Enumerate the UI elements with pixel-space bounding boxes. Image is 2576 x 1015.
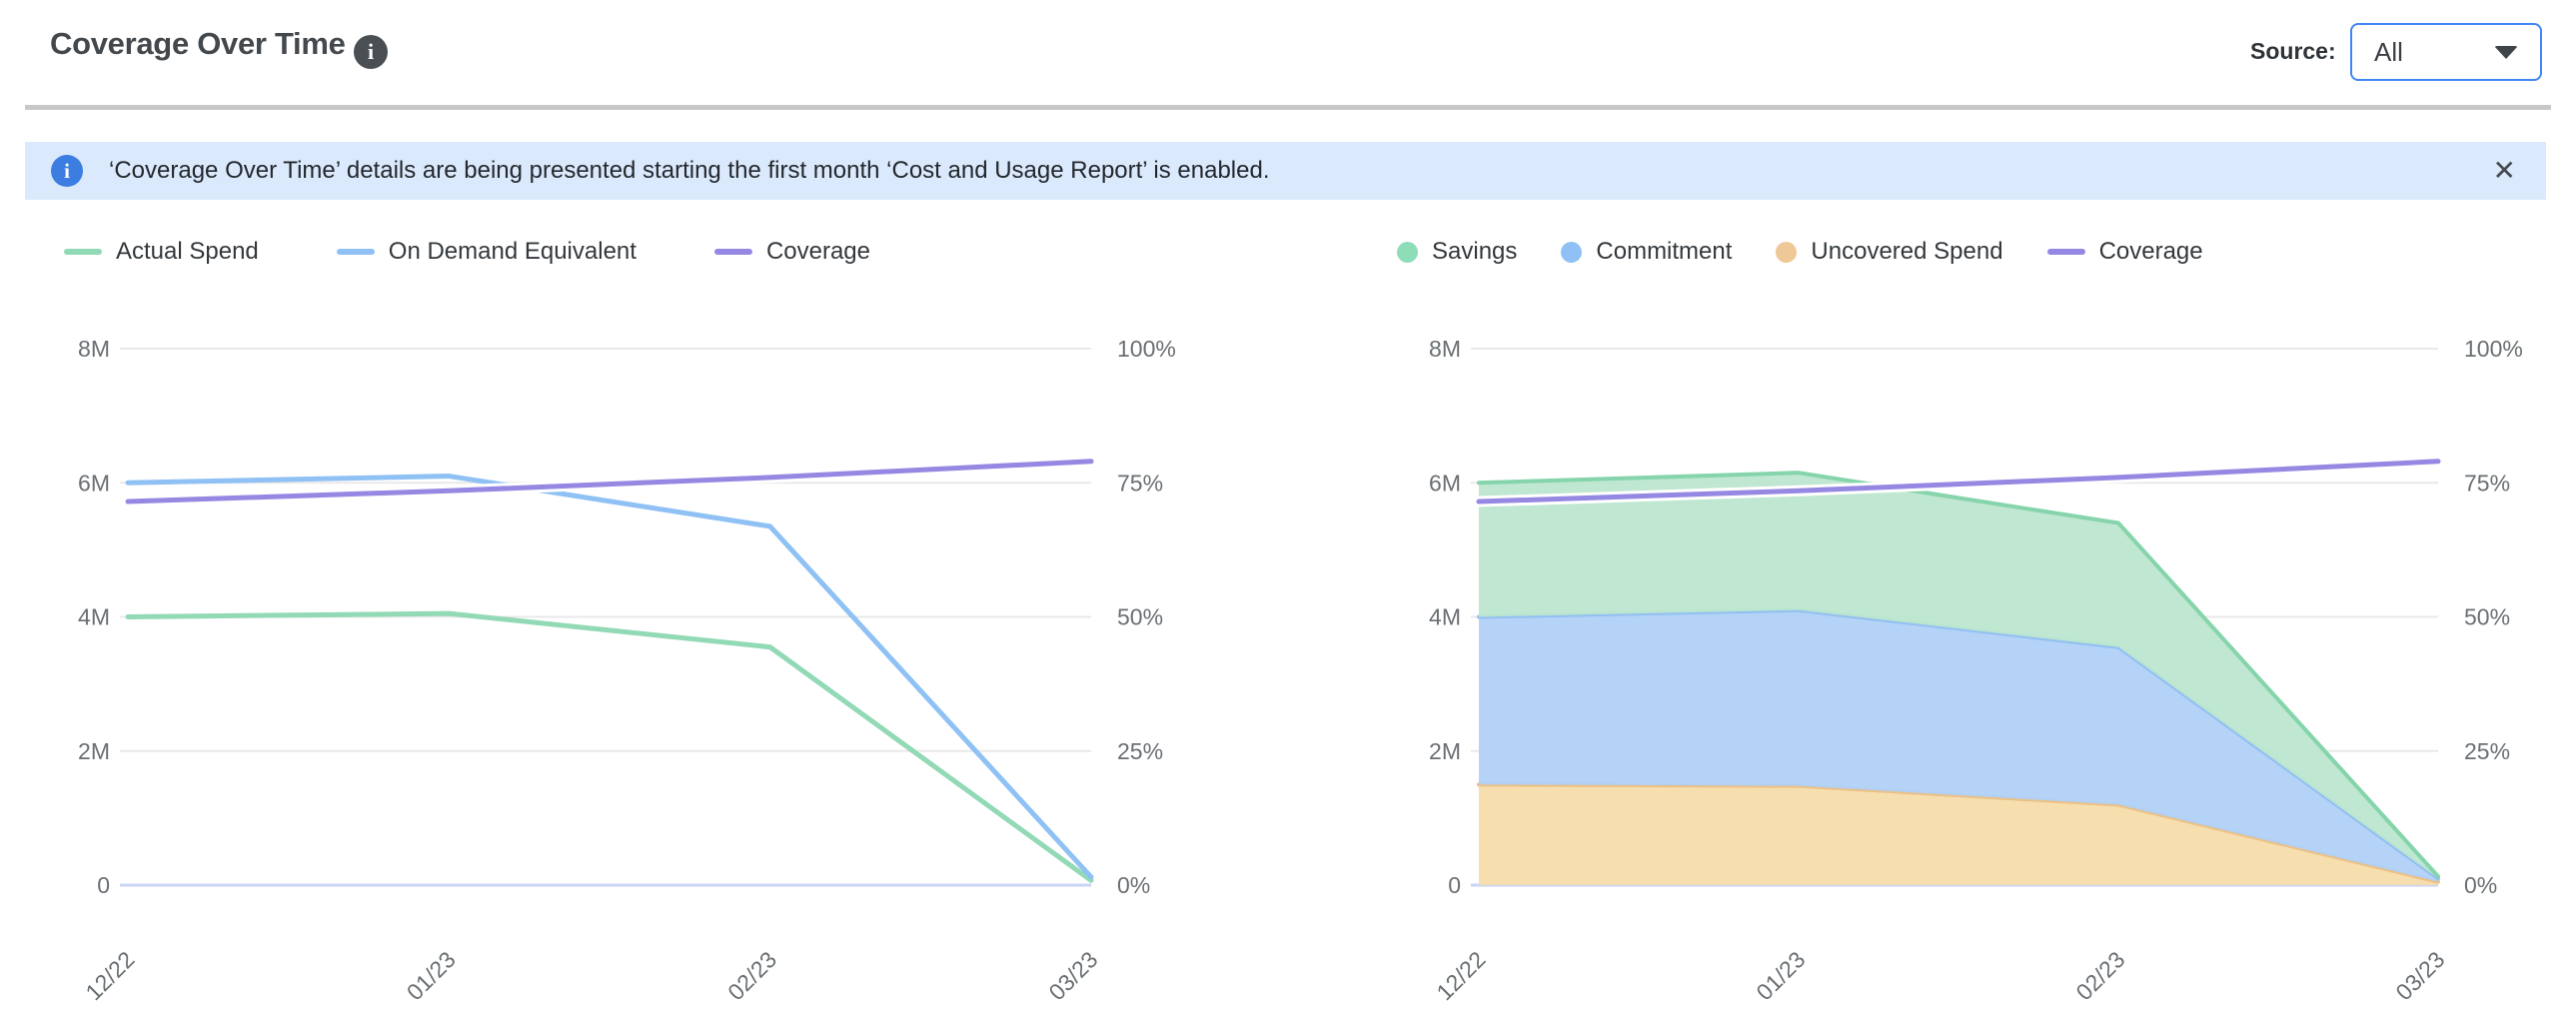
x-tick: 01/23 [402,946,461,1005]
source-dropdown[interactable]: All [2350,23,2542,81]
info-banner-text: ‘Coverage Over Time’ details are being p… [109,157,2489,185]
savings-stack-chart[interactable]: 8M 100% 6M 75% 4M 50% 2M 25% 0 0% 12/22 01/23 02/23 0… [1381,336,2576,1007]
legend-item-actual-spend[interactable]: Actual Spend [64,238,259,266]
y-left-tick: 0 [1448,872,1461,898]
circle-swatch-icon [1397,242,1418,263]
spend-lines-chart[interactable]: 8M 100% 6M 75% 4M 50% 2M 25% 0 0% 12/22 01/23 02/23 0… [30,336,1279,1007]
x-tick: 03/23 [2390,946,2449,1005]
left-chart-legend: Actual Spend On Demand Equivalent Coverage [64,238,870,266]
y-right-tick: 50% [1117,604,1163,630]
legend-label: Coverage [2099,238,2203,266]
legend-label: Commitment [1596,238,1732,266]
y-left-tick: 4M [78,604,110,630]
y-right-tick: 100% [2464,336,2523,362]
y-right-tick: 25% [2464,738,2510,764]
info-icon[interactable]: i [354,35,388,69]
page-title: Coverage Over Time [50,26,346,62]
x-tick: 12/22 [1431,946,1490,1005]
y-left-tick: 4M [1429,604,1461,630]
y-right-tick: 25% [1117,738,1163,764]
source-label: Source: [2250,38,2336,65]
x-tick: 02/23 [2070,946,2129,1005]
y-right-tick: 50% [2464,604,2510,630]
circle-swatch-icon [1776,242,1797,263]
y-left-tick: 2M [78,738,110,764]
legend-label: Uncovered Spend [1811,238,2002,266]
legend-label: On Demand Equivalent [389,238,637,266]
y-right-tick: 75% [1117,470,1163,496]
legend-item-uncovered-spend[interactable]: Uncovered Spend [1776,238,2002,266]
y-left-tick: 0 [97,872,110,898]
line-swatch-icon [337,249,375,255]
x-tick: 03/23 [1043,946,1102,1005]
y-left-tick: 6M [1429,470,1461,496]
close-icon[interactable]: ✕ [2489,153,2520,189]
right-chart-legend: Savings Commitment Uncovered Spend Coverage [1397,238,2203,266]
y-right-tick: 0% [1117,872,1150,898]
info-icon: i [51,155,83,187]
legend-item-coverage[interactable]: Coverage [714,238,870,266]
x-tick: 01/23 [1751,946,1810,1005]
y-right-tick: 100% [1117,336,1176,362]
x-tick: 12/22 [80,946,139,1005]
header-divider [25,105,2551,110]
line-swatch-icon [64,249,102,255]
legend-label: Savings [1432,238,1517,266]
source-dropdown-value: All [2374,37,2403,68]
legend-item-commitment[interactable]: Commitment [1561,238,1732,266]
y-left-tick: 6M [78,470,110,496]
legend-item-on-demand-equivalent[interactable]: On Demand Equivalent [337,238,637,266]
circle-swatch-icon [1561,242,1582,263]
line-swatch-icon [2047,249,2085,255]
info-banner: i ‘Coverage Over Time’ details are being… [25,142,2546,200]
legend-item-savings[interactable]: Savings [1397,238,1517,266]
legend-label: Actual Spend [116,238,259,266]
line-swatch-icon [714,249,752,255]
y-right-tick: 0% [2464,872,2497,898]
x-tick: 02/23 [722,946,781,1005]
chevron-down-icon [2494,46,2518,59]
y-left-tick: 8M [1429,336,1461,362]
y-left-tick: 2M [1429,738,1461,764]
legend-item-coverage[interactable]: Coverage [2047,238,2203,266]
legend-label: Coverage [766,238,870,266]
y-right-tick: 75% [2464,470,2510,496]
y-left-tick: 8M [78,336,110,362]
